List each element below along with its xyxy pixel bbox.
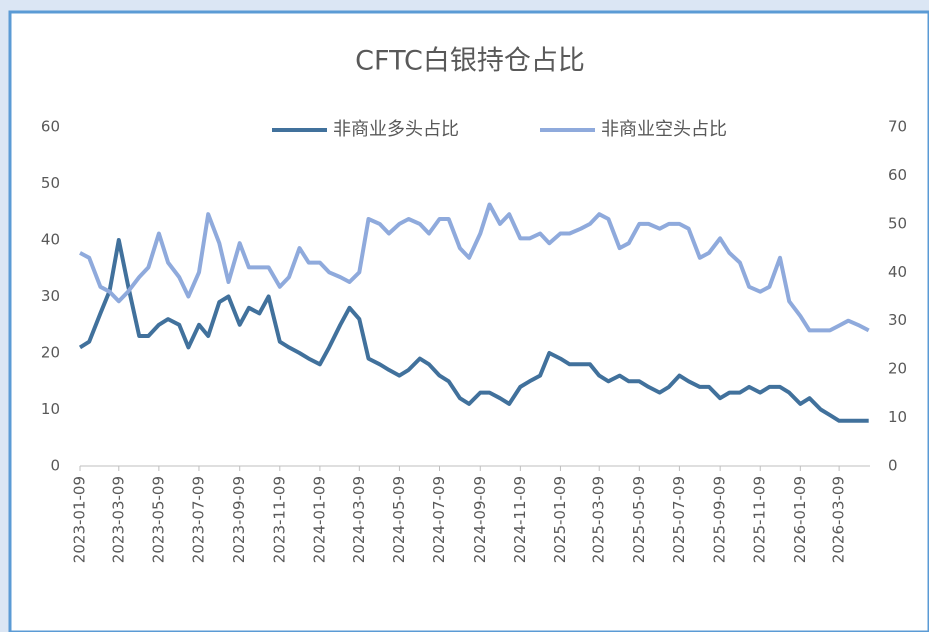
y-tick-label: 60 [41,118,60,136]
y-tick-label: 20 [41,344,60,362]
x-tick-label: 2023-03-09 [109,476,127,563]
series-line [79,202,870,333]
y2-tick-label: 70 [888,118,907,136]
x-tick-label: 2026-01-09 [791,476,809,563]
y-tick-label: 50 [41,174,60,192]
legend-label: 非商业多头占比 [333,119,459,140]
x-tick-label: 2025-03-09 [590,476,608,563]
x-tick-label: 2023-01-09 [71,476,89,563]
x-tick-label: 2025-09-09 [711,476,729,563]
y2-tick-label: 40 [888,263,907,281]
x-tick-label: 2023-07-09 [189,476,207,563]
x-tick-label: 2025-11-09 [751,476,769,563]
y2-tick-label: 10 [888,408,907,426]
chart-title: CFTC白银持仓占比 [355,46,585,77]
x-tick-label: 2025-01-09 [551,476,569,563]
x-tick-label: 2025-05-09 [630,476,648,563]
y-tick-label: 30 [41,287,60,305]
y2-tick-label: 30 [888,311,907,329]
x-tick-label: 2024-11-09 [511,476,529,563]
x-tick-label: 2023-09-09 [230,476,248,563]
y2-tick-label: 20 [888,360,907,378]
y2-tick-label: 60 [888,166,907,184]
y2-tick-label: 0 [888,457,898,475]
x-tick-label: 2023-11-09 [270,476,288,563]
y-tick-label: 0 [50,457,60,475]
x-tick-label: 2025-07-09 [670,476,688,563]
x-tick-label: 2024-07-09 [430,476,448,563]
x-tick-label: 2024-01-09 [310,476,328,563]
x-tick-label: 2023-05-09 [149,476,167,563]
x-tick-label: 2024-03-09 [350,476,368,563]
series-line [78,238,869,423]
y-tick-label: 40 [41,231,60,249]
x-tick-label: 2024-09-09 [471,476,489,563]
y-tick-label: 10 [41,400,60,418]
x-tick-label: 2026-03-09 [830,476,848,563]
y2-tick-label: 50 [888,214,907,232]
x-tick-label: 2024-05-09 [390,476,408,563]
legend-label: 非商业空头占比 [601,119,727,140]
